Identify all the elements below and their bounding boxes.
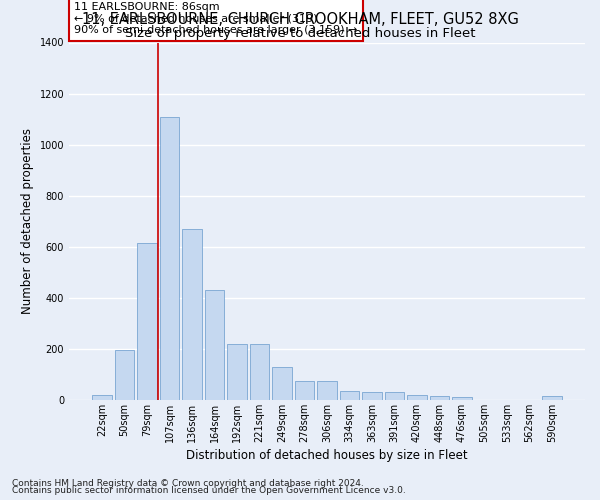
Bar: [295, 381, 314, 400]
Bar: [452, 398, 472, 400]
Bar: [317, 381, 337, 400]
Bar: [160, 116, 179, 400]
Text: 11, EARLSBOURNE, CHURCH CROOKHAM, FLEET, GU52 8XG: 11, EARLSBOURNE, CHURCH CROOKHAM, FLEET,…: [82, 12, 518, 28]
Bar: [542, 396, 562, 400]
Bar: [205, 290, 224, 400]
Text: Size of property relative to detached houses in Fleet: Size of property relative to detached ho…: [125, 28, 475, 40]
Bar: [272, 367, 292, 400]
Bar: [385, 392, 404, 400]
Text: Contains HM Land Registry data © Crown copyright and database right 2024.: Contains HM Land Registry data © Crown c…: [12, 478, 364, 488]
X-axis label: Distribution of detached houses by size in Fleet: Distribution of detached houses by size …: [186, 449, 468, 462]
Bar: [115, 350, 134, 400]
Bar: [92, 395, 112, 400]
Bar: [362, 392, 382, 400]
Bar: [430, 396, 449, 400]
Y-axis label: Number of detached properties: Number of detached properties: [21, 128, 34, 314]
Bar: [227, 344, 247, 400]
Text: Contains public sector information licensed under the Open Government Licence v3: Contains public sector information licen…: [12, 486, 406, 495]
Bar: [340, 391, 359, 400]
Bar: [182, 229, 202, 400]
Bar: [407, 395, 427, 400]
Bar: [137, 243, 157, 400]
Bar: [250, 344, 269, 400]
Text: 11 EARLSBOURNE: 86sqm
← 9% of detached houses are smaller (319)
90% of semi-deta: 11 EARLSBOURNE: 86sqm ← 9% of detached h…: [74, 2, 358, 35]
